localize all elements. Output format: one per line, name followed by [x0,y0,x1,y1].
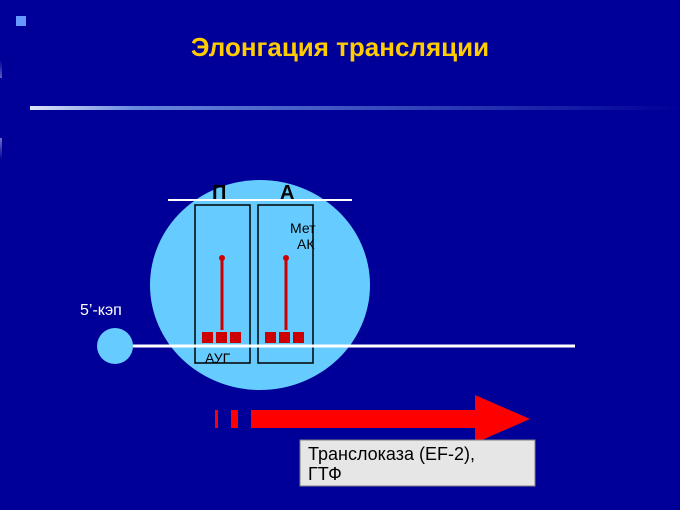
mrna-cap-icon [97,328,133,364]
flare-horizontal [0,106,680,110]
slide-root: Элонгация трансляции [0,0,680,510]
aug-label: АУГ [205,350,230,366]
trna-a-top [283,255,289,261]
arrow-head-icon [475,395,530,443]
flare-core-icon [0,78,30,138]
trna-p-top [219,255,225,261]
p-site-label: П [212,182,226,205]
codon-group-a [265,332,304,343]
codon-group-p [202,332,241,343]
arrow-shaft [215,410,475,428]
diagram-svg [0,0,680,510]
ak-label: АК [297,236,315,252]
cap-label: 5’-кэп [80,302,122,320]
caption-line1: Транслоказа (EF-2), [308,444,475,465]
a-site-label: А [280,182,294,205]
caption-line2: ГТФ [308,464,342,485]
ribosome-body [150,180,370,390]
met-label: Мет [290,220,316,236]
